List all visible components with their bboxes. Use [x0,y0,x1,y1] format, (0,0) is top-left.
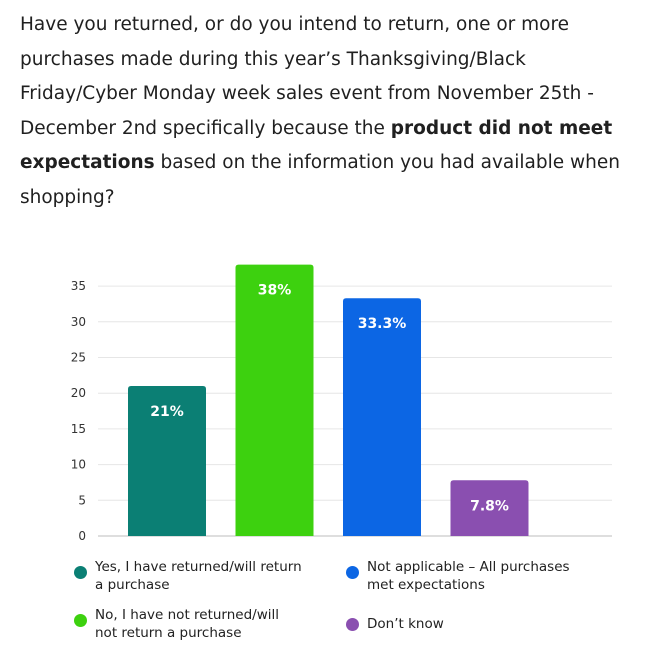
y-tick-label-30: 30 [71,315,86,329]
legend-swatch-dont-know [346,618,359,631]
data-label-4: 7.8% [470,498,509,514]
legend-swatch-no [74,614,87,627]
legend-label-not-applicable: Not applicable – All purchases met expec… [367,559,570,593]
legend-label-no: No, I have not returned/will not return … [95,607,280,641]
bar-4 [450,480,529,536]
data-label-3: 33.3% [358,316,407,332]
y-tick-label-15: 15 [71,422,86,436]
chart-legend: Yes, I have returned/will return a purch… [0,556,654,656]
legend-item-dont-know: Don’t know [346,615,577,633]
bar-1 [128,386,206,536]
legend-label-yes: Yes, I have returned/will return a purch… [95,559,302,593]
data-label-1: 21% [150,404,184,420]
question-text-end: based on the information you had availab… [20,152,620,208]
y-tick-label-35: 35 [71,279,86,293]
legend-swatch-yes [74,566,87,579]
question-emphasis: product did not meet expectations [20,117,613,174]
bar-3 [343,298,421,536]
y-tick-label-0: 0 [78,529,86,543]
legend-swatch-not-applicable [346,566,359,579]
question-text-start: Have you returned, or do you intend to r… [20,14,594,139]
bar-2 [235,264,314,536]
survey-question: Have you returned, or do you intend to r… [20,8,640,215]
y-tick-label-20: 20 [71,386,86,400]
legend-item-not-applicable: Not applicable – All purchases met expec… [346,558,577,594]
legend-item-yes: Yes, I have returned/will return a purch… [74,558,305,594]
y-tick-label-5: 5 [78,493,86,507]
legend-item-no: No, I have not returned/will not return … [74,606,305,642]
data-label-2: 38% [258,283,292,299]
legend-label-dont-know: Don’t know [367,616,444,632]
y-tick-label-10: 10 [71,458,86,472]
bar-chart: 0 5 10 15 20 25 30 35 21% 38% 33.3% 7.8% [71,264,612,543]
y-tick-label-25: 25 [71,351,86,365]
